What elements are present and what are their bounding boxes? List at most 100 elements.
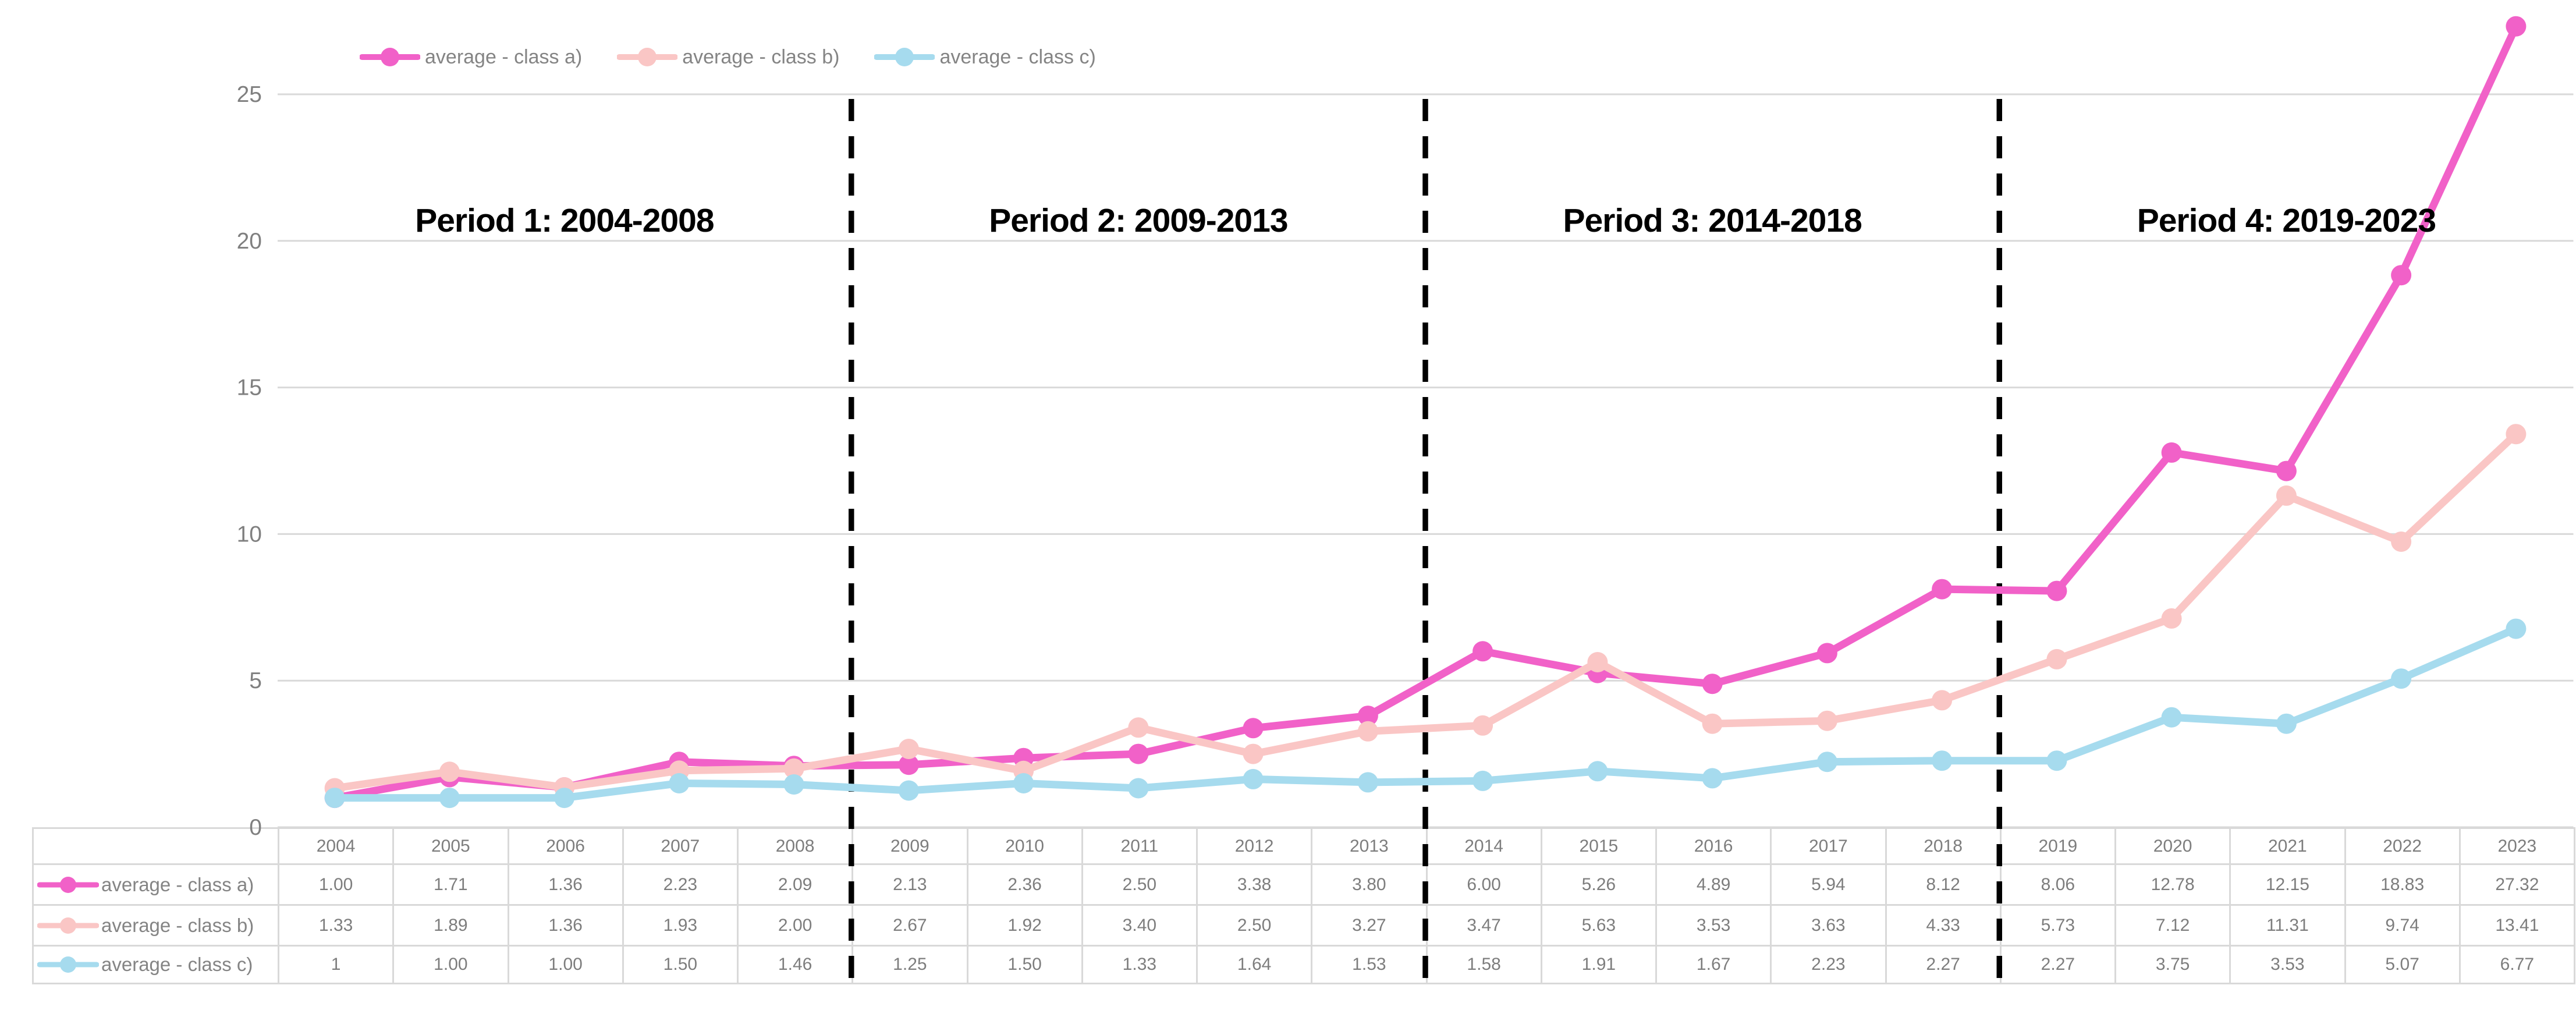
data-point [324,778,345,799]
data-point [554,777,575,798]
value-cell: 1.00 [277,863,395,906]
y-axis-tick-label: 15 [237,375,262,401]
data-point [1128,717,1149,738]
value-cell: 7.12 [2114,904,2231,947]
year-header: 2012 [1195,827,1313,865]
table-row: average - class c) 1 1.00 1.00 1.50 1.46 1.25 1… [32,945,2576,984]
year-header: 2023 [2458,827,2576,865]
value-cell: 9.74 [2344,904,2461,947]
value-cell: 1.67 [1655,945,1772,984]
value-cell: 3.80 [1311,863,1428,906]
legend-label: average - class b) [682,45,840,68]
value-cell: 8.12 [1885,863,2002,906]
period-label: Period 3: 2014-2018 [1563,202,1861,239]
series-b [324,424,2527,799]
data-point [2391,531,2412,552]
legend-item-class-a[interactable]: average - class a) [360,44,582,70]
data-point [324,788,345,809]
value-cell: 27.32 [2458,863,2576,906]
value-cell: 1.71 [392,863,509,906]
year-header: 2015 [1540,827,1658,865]
value-cell: 2.13 [851,863,968,906]
value-cell: 1.36 [507,863,624,906]
year-header: 2018 [1885,827,2002,865]
value-cell: 8.06 [1999,863,2117,906]
series-line [331,22,2520,802]
data-point [1702,768,1723,789]
value-cell: 6.00 [1425,863,1542,906]
data-point [1357,772,1378,793]
value-cell: 1.50 [966,945,1083,984]
year-header: 2004 [277,827,395,865]
data-point [439,788,460,809]
data-point [2046,750,2067,771]
legend-item-class-b[interactable]: average - class b) [617,44,839,70]
year-header: 2016 [1655,827,1772,865]
value-cell: 1.50 [622,945,739,984]
value-cell: 1.00 [507,945,624,984]
value-cell: 3.40 [1081,904,1198,947]
value-cell: 1.36 [507,904,624,947]
year-header: 2009 [851,827,968,865]
value-cell: 2.36 [966,863,1083,906]
data-point [2276,460,2297,481]
data-point [1013,773,1034,793]
year-header: 2014 [1425,827,1542,865]
marker-dot [895,48,914,66]
data-point [2046,580,2067,601]
value-cell: 12.15 [2229,863,2346,906]
data-table-wrap: 2004 2005 2006 2007 2008 2009 2010 2011 2012 2013… [32,827,2576,984]
data-point [669,773,690,793]
year-header: 2007 [622,827,739,865]
period-labels: Period 1: 2004-2008 Period 2: 2009-2013 Pe… [415,202,2436,239]
data-point [2161,442,2182,463]
value-cell: 1.00 [392,945,509,984]
data-point [783,758,804,779]
series-label-content: average - class c) [35,954,277,976]
data-point [898,754,919,775]
y-axis-tick-label: 20 [237,229,262,254]
value-cell: 3.27 [1311,904,1428,947]
year-header: 2006 [507,827,624,865]
data-point [898,780,919,801]
value-cell: 5.73 [1999,904,2117,947]
marker-dot [381,48,399,66]
series-label-cell: average - class a) [32,863,279,906]
year-header: 2010 [966,827,1083,865]
data-point [554,788,575,809]
data-point [1932,690,1953,711]
value-cell: 2.50 [1081,863,1198,906]
data-point [1013,747,1034,768]
data-point [2046,648,2067,669]
data-point [783,774,804,795]
value-cell: 3.75 [2114,945,2231,984]
data-point [783,756,804,777]
series-label-content: average - class b) [35,915,277,937]
data-point [2506,618,2527,639]
series-name: average - class a) [101,873,254,895]
value-cell: 2.23 [622,863,739,906]
data-point [2276,713,2297,734]
year-header: 2019 [1999,827,2117,865]
value-cell: 2.27 [1885,945,2002,984]
data-point [2161,707,2182,728]
year-header: 2017 [1770,827,1887,865]
data-point [1128,778,1149,799]
value-cell: 5.63 [1540,904,1658,947]
series-label-cell: average - class b) [32,904,279,947]
value-cell: 1.58 [1425,945,1542,984]
value-cell: 1.25 [851,945,968,984]
year-header: 2011 [1081,827,1198,865]
year-header: 2005 [392,827,509,865]
series-line [331,625,2520,802]
data-point [554,777,575,798]
legend-item-class-c[interactable]: average - class c) [874,44,1096,70]
data-point [2161,608,2182,629]
data-point [1472,641,1493,662]
data-point [1357,706,1378,727]
year-header: 2020 [2114,827,2231,865]
marker-dot [638,48,657,66]
value-cell: 1.92 [966,904,1083,947]
